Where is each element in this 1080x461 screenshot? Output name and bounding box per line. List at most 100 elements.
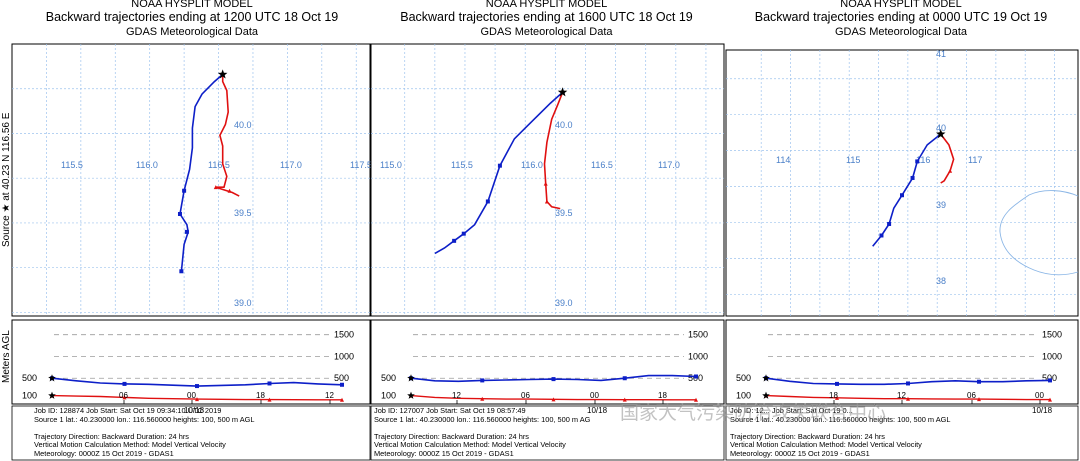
altitude-axis-label: Meters AGL bbox=[1, 330, 12, 383]
altitude-tick-label: 1000 bbox=[334, 351, 354, 361]
altitude-500m-marker bbox=[551, 377, 556, 382]
panel-chart-svg: 115.0 115.5 116.0 116.5 117.0 40.0 39.5 39.0 150… bbox=[370, 43, 725, 461]
altitude-tick-label: 1000 bbox=[1042, 351, 1062, 361]
time-tick-label: 00 bbox=[590, 391, 599, 400]
info-line: Meteorology: 0000Z 15 Oct 2019 - GDAS1 bbox=[374, 448, 514, 458]
trajectory-500m-marker bbox=[910, 175, 915, 180]
time-tick-label: 18 bbox=[829, 391, 838, 400]
info-line: Trajectory Direction: Backward Duration:… bbox=[374, 431, 529, 441]
info-line: Job ID: 128874 Job Start: Sat Oct 19 09:… bbox=[34, 406, 222, 415]
panel-title: NOAA HYSPLIT MODEL bbox=[840, 0, 962, 10]
date-sublabel: 10/18 bbox=[587, 406, 608, 415]
altitude-tick-label: 500 bbox=[334, 373, 349, 383]
altitude-tick-label: 1500 bbox=[1042, 330, 1062, 340]
trajectory-100m-marker bbox=[543, 181, 548, 186]
lon-tick-label: 115 bbox=[846, 155, 860, 165]
time-tick-label: 12 bbox=[452, 391, 461, 400]
time-tick-label: 06 bbox=[521, 391, 530, 400]
lat-tick-label: 41 bbox=[936, 49, 946, 59]
lon-tick-label: 115.5 bbox=[451, 160, 473, 170]
lon-tick-label: 117.0 bbox=[658, 160, 680, 170]
lon-tick-label: 117.5 bbox=[350, 160, 372, 170]
trajectory-500m-marker bbox=[485, 199, 490, 204]
time-tick-label: 18 bbox=[256, 391, 265, 400]
lon-tick-label: 116.5 bbox=[591, 160, 613, 170]
trajectory-100m-marker bbox=[948, 168, 953, 173]
trajectory-500m-marker bbox=[452, 238, 457, 243]
info-frame bbox=[370, 405, 725, 461]
map-side-label: Source ★ at 40.23 N 116.56 E bbox=[1, 112, 12, 247]
source-star-icon bbox=[557, 87, 568, 97]
trajectory-500m-marker bbox=[177, 212, 182, 216]
coastline bbox=[999, 190, 1079, 276]
job-info-block: Job ID: 12... Job Start: Sat Oct 19 0...… bbox=[730, 406, 951, 459]
time-tick-label: 00 bbox=[187, 391, 196, 400]
map-frame bbox=[725, 49, 1079, 317]
altitude-500m-marker bbox=[267, 381, 272, 386]
panel-subtitle: Backward trajectories ending at 1200 UTC… bbox=[45, 10, 339, 24]
lat-tick-label: 39.0 bbox=[555, 298, 573, 308]
altitude-tick-label: 500 bbox=[1042, 373, 1057, 383]
time-tick-label: 00 bbox=[1035, 391, 1044, 400]
lon-tick-label: 117 bbox=[968, 155, 982, 165]
panel-title: NOAA HYSPLIT MODEL bbox=[485, 0, 608, 10]
info-line: Trajectory Direction: Backward Duration:… bbox=[34, 431, 189, 441]
altitude-500m-marker bbox=[340, 382, 344, 387]
panel-data-source: GDAS Meteorological Data bbox=[125, 26, 259, 38]
panel-data-source: GDAS Meteorological Data bbox=[480, 26, 613, 38]
info-line: Trajectory Direction: Backward Duration:… bbox=[730, 431, 885, 441]
altitude-tick-label: 1500 bbox=[334, 330, 354, 340]
altitude-source-star-icon bbox=[48, 391, 56, 399]
altitude-100m-marker bbox=[551, 397, 556, 402]
trajectory-500m-marker bbox=[887, 221, 892, 226]
lon-tick-label: 115.0 bbox=[380, 160, 402, 170]
altitude-500m-marker bbox=[1048, 378, 1052, 383]
altitude-500m-marker bbox=[694, 374, 698, 379]
trajectory-500m-marker bbox=[879, 233, 884, 238]
info-line: Vertical Motion Calculation Method: Mode… bbox=[374, 440, 566, 450]
info-line: Job ID: 127007 Job Start: Sat Oct 19 08:… bbox=[374, 406, 526, 415]
altitude-tick-label: 500 bbox=[736, 373, 751, 383]
info-line: Source 1 lat.: 40.230000 lon.: 116.56000… bbox=[374, 414, 591, 424]
source-star-icon bbox=[936, 129, 946, 139]
trajectory-100m-marker bbox=[227, 188, 232, 193]
altitude-100m-marker bbox=[835, 395, 839, 400]
trajectory-500m-marker bbox=[179, 269, 184, 274]
altitude-100m-marker bbox=[977, 397, 981, 402]
altitude-tick-label: 100 bbox=[736, 391, 751, 401]
altitude-100m-marker bbox=[480, 396, 485, 401]
altitude-100m-marker bbox=[122, 395, 127, 400]
trajectory-panel-0000utc: NOAA HYSPLIT MODEL Backward trajectories… bbox=[724, 0, 1079, 461]
time-tick-label: 12 bbox=[325, 391, 334, 400]
altitude-frame bbox=[725, 319, 1079, 405]
panel-title: NOAA HYSPLIT MODEL bbox=[131, 0, 253, 10]
source-star-icon bbox=[217, 69, 228, 79]
trajectory-500m-marker bbox=[461, 231, 466, 236]
lon-tick-label: 115.5 bbox=[61, 160, 83, 170]
lat-tick-label: 38 bbox=[936, 276, 946, 286]
info-line: Vertical Motion Calculation Method: Mode… bbox=[730, 440, 922, 450]
info-line: Job ID: 12... Job Start: Sat Oct 19 0... bbox=[730, 406, 853, 415]
altitude-frame bbox=[370, 319, 725, 405]
job-info-block: Job ID: 127007 Job Start: Sat Oct 19 08:… bbox=[374, 406, 591, 459]
altitude-500m-marker bbox=[977, 379, 981, 384]
trajectory-500m-marker bbox=[900, 193, 904, 198]
altitude-source-star-icon bbox=[762, 391, 770, 399]
trajectory-100m-line bbox=[940, 133, 955, 184]
time-tick-label: 06 bbox=[119, 391, 128, 400]
lon-tick-label: 116.5 bbox=[208, 160, 230, 170]
trajectory-panel-1600utc: NOAA HYSPLIT MODEL Backward trajectories… bbox=[369, 0, 725, 461]
altitude-source-star-icon bbox=[48, 374, 56, 382]
panel-chart-svg: 115.5 116.0 116.5 117.0 117.5 40.0 39.5 39.0 150… bbox=[11, 43, 372, 461]
trajectory-500m-marker bbox=[497, 163, 502, 168]
time-tick-label: 06 bbox=[967, 391, 976, 400]
panel-subtitle: Backward trajectories ending at 0000 UTC… bbox=[754, 10, 1048, 24]
altitude-source-star-icon bbox=[762, 374, 770, 382]
lon-tick-label: 116.0 bbox=[521, 160, 543, 170]
trajectory-500m-marker bbox=[915, 159, 920, 164]
altitude-100m-marker bbox=[906, 396, 910, 401]
trajectory-500m-marker bbox=[184, 229, 189, 234]
lat-tick-label: 40.0 bbox=[234, 120, 252, 130]
altitude-100m-marker bbox=[195, 397, 199, 402]
info-line: Meteorology: 0000Z 15 Oct 2019 - GDAS1 bbox=[34, 448, 174, 458]
